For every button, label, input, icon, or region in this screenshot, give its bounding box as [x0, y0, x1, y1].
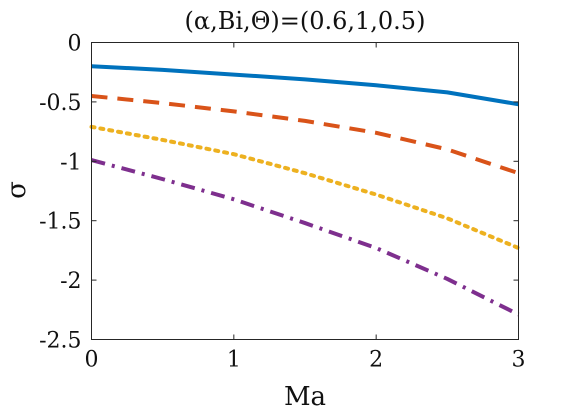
x-tick-label: 2 — [369, 348, 383, 373]
x-tick-label: 0 — [85, 348, 99, 373]
y-axis: 0 -0.5 -1 -1.5 -2 -2.5 — [39, 32, 519, 354]
series-line-4 — [90, 158, 520, 317]
x-tick-label: 1 — [227, 348, 241, 373]
x-axis-label: Ma — [284, 382, 326, 412]
y-tick-label: -2.5 — [39, 329, 81, 354]
y-tick-label: -2 — [60, 269, 81, 294]
series-line-3 — [89, 124, 521, 251]
x-axis: 0 1 2 3 — [85, 42, 526, 373]
y-tick-label: -1 — [60, 150, 81, 175]
chart-title: (α,Bi,Θ)=(0.6,1,0.5) — [185, 7, 426, 35]
plot-frame — [91, 42, 519, 340]
y-tick-label: -1.5 — [39, 210, 81, 235]
y-tick-label: -0.5 — [39, 91, 81, 116]
y-axis-label: σ — [2, 181, 32, 199]
series-group — [89, 64, 521, 317]
series-line-2 — [91, 93, 520, 176]
y-tick-label: 0 — [68, 32, 82, 57]
x-tick-label: 3 — [512, 348, 526, 373]
series-line-1 — [91, 64, 519, 107]
